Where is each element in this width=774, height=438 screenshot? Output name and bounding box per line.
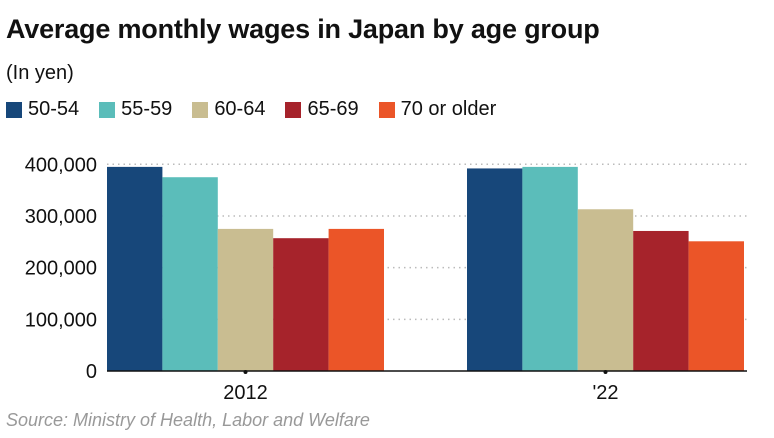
bar-55-59-22 xyxy=(522,166,578,371)
legend-label: 50-54 xyxy=(28,98,80,120)
bar-60-64-22 xyxy=(577,209,634,371)
legend-swatch xyxy=(192,101,209,118)
legend-swatch xyxy=(99,101,116,118)
bar-65-69-22 xyxy=(633,230,689,371)
chart-subtitle: (In yen) xyxy=(6,62,74,84)
bar-55-59-2012 xyxy=(162,177,218,371)
x-tick-label: 2012 xyxy=(223,382,268,404)
bar-70-or-older-22 xyxy=(688,241,744,371)
legend-item: 50-54 xyxy=(6,98,79,121)
y-tick-label: 100,000 xyxy=(25,309,97,331)
legend-item: 65-69 xyxy=(285,98,359,121)
legend-label: 65-69 xyxy=(307,98,359,120)
y-tick-label: 200,000 xyxy=(25,258,97,280)
bar-50-54-22 xyxy=(467,168,523,371)
legend-item: 60-64 xyxy=(192,98,265,121)
y-tick-label: 0 xyxy=(86,361,97,383)
legend-label: 55-59 xyxy=(121,98,173,120)
bar-50-54-2012 xyxy=(107,166,163,371)
legend: 50-54 55-59 60-64 65-69 70 or older xyxy=(6,98,516,121)
legend-swatch xyxy=(285,101,302,118)
legend-swatch xyxy=(378,101,395,118)
x-tick-label: '22 xyxy=(592,382,618,404)
legend-item: 55-59 xyxy=(99,98,172,121)
y-tick-label: 400,000 xyxy=(25,154,97,176)
bar-65-69-2012 xyxy=(273,238,329,371)
legend-item: 70 or older xyxy=(378,98,497,121)
source-note: Source: Ministry of Health, Labor and We… xyxy=(6,410,370,430)
legend-label: 60-64 xyxy=(214,98,266,120)
bar-70-or-older-2012 xyxy=(328,228,384,371)
legend-swatch xyxy=(6,101,22,118)
y-tick-label: 300,000 xyxy=(25,206,97,228)
bar-60-64-2012 xyxy=(217,228,274,371)
legend-label: 70 or older xyxy=(400,98,497,120)
chart-title: Average monthly wages in Japan by age gr… xyxy=(6,14,600,44)
